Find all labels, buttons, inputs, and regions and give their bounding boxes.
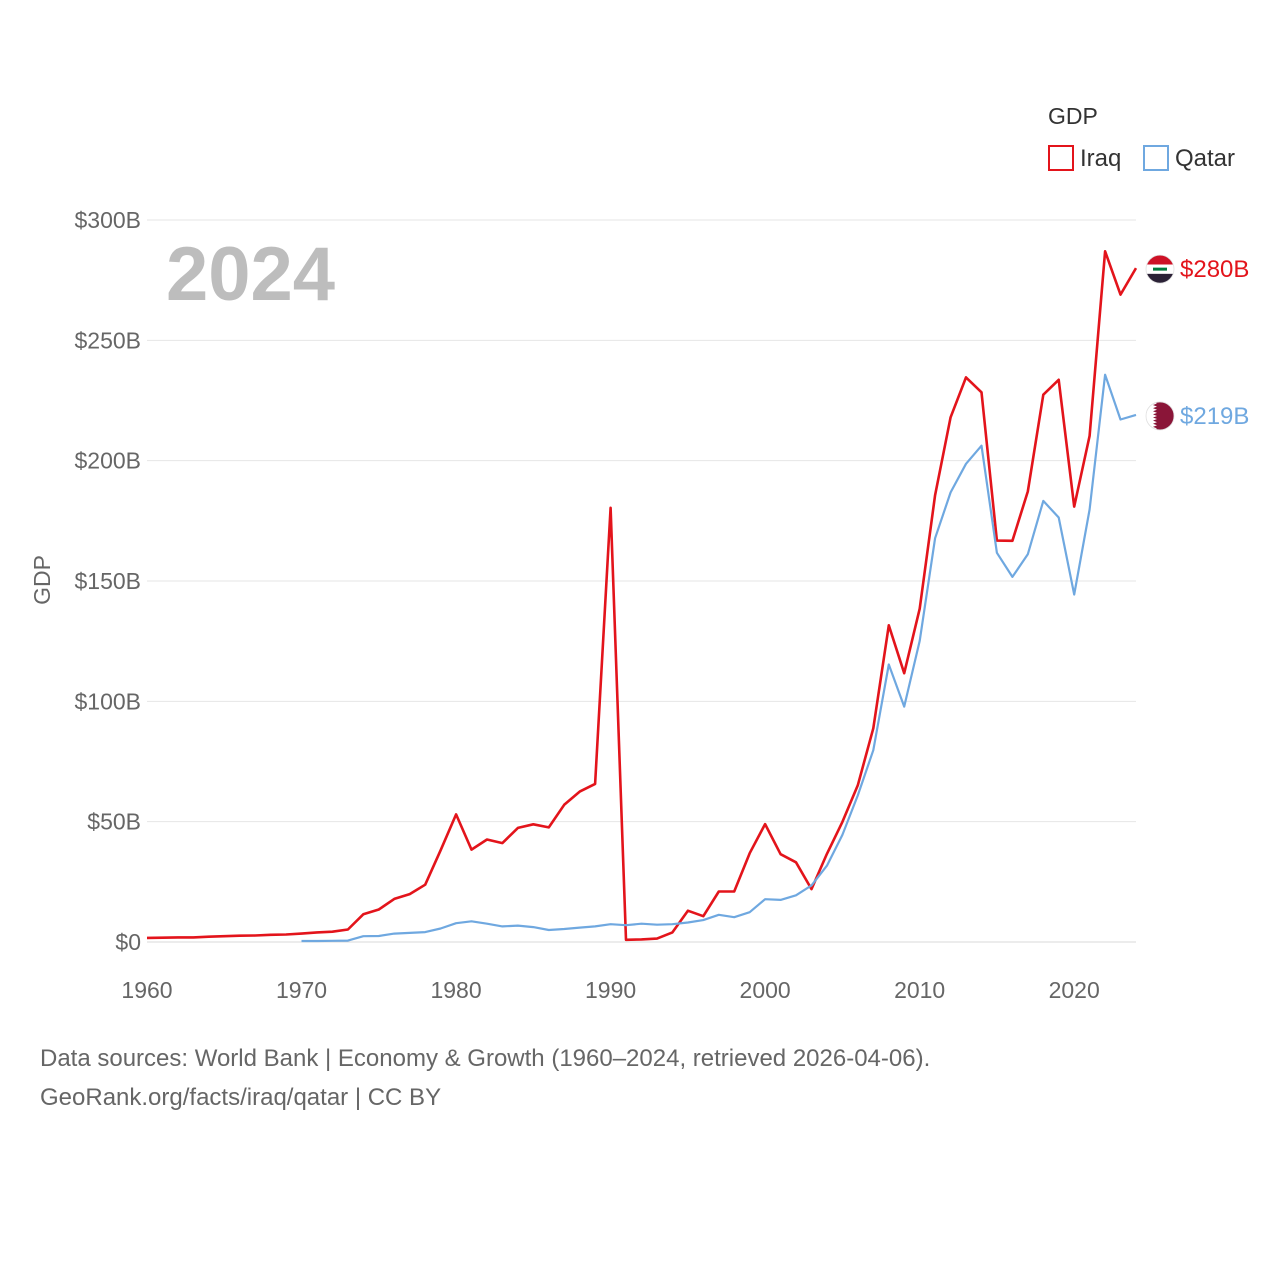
x-tick-label: 1980 — [430, 977, 481, 1003]
x-axis-ticks: 1960 1970 1980 1990 2000 2010 2020 — [121, 977, 1099, 1003]
y-tick-label: $100B — [74, 688, 141, 714]
year-label: 2024 — [166, 232, 335, 317]
y-tick-label: $150B — [74, 568, 141, 594]
end-label-qatar: $219B — [1180, 403, 1249, 430]
y-tick-label: $0 — [115, 929, 141, 955]
iraq-flag-icon — [1145, 254, 1175, 284]
x-tick-label: 1960 — [121, 977, 172, 1003]
series-line-qatar — [301, 373, 1137, 943]
x-tick-label: 2000 — [740, 977, 791, 1003]
end-label-iraq: $280B — [1180, 256, 1249, 283]
y-tick-label: $300B — [74, 207, 141, 233]
legend-title: GDP — [1048, 103, 1098, 129]
y-axis-title: GDP — [29, 555, 55, 605]
legend-label-qatar: Qatar — [1175, 145, 1235, 172]
y-tick-label: $200B — [74, 448, 141, 474]
legend-label-iraq: Iraq — [1080, 145, 1121, 172]
y-axis-ticks: $0 $50B $100B $150B $200B $250B $300B — [74, 207, 141, 955]
qatar-flag-icon — [1145, 401, 1175, 431]
legend-swatch-iraq — [1048, 145, 1074, 171]
x-tick-label: 2010 — [894, 977, 945, 1003]
grid-lines — [147, 219, 1136, 943]
x-tick-label: 1970 — [276, 977, 327, 1003]
x-tick-label: 2020 — [1049, 977, 1100, 1003]
x-tick-label: 1990 — [585, 977, 636, 1003]
source-line-2: GeoRank.org/facts/iraq/qatar | CC BY — [40, 1084, 442, 1111]
legend-swatch-qatar — [1143, 145, 1169, 171]
y-tick-label: $50B — [87, 809, 141, 835]
source-line-1: Data sources: World Bank | Economy & Gro… — [40, 1045, 931, 1072]
series-line-iraq — [146, 250, 1138, 942]
series-lines — [146, 250, 1138, 943]
legend: GDP Iraq Qatar — [1048, 103, 1235, 172]
series-end-labels: $280B $219B — [1145, 254, 1249, 431]
y-tick-label: $250B — [74, 327, 141, 353]
